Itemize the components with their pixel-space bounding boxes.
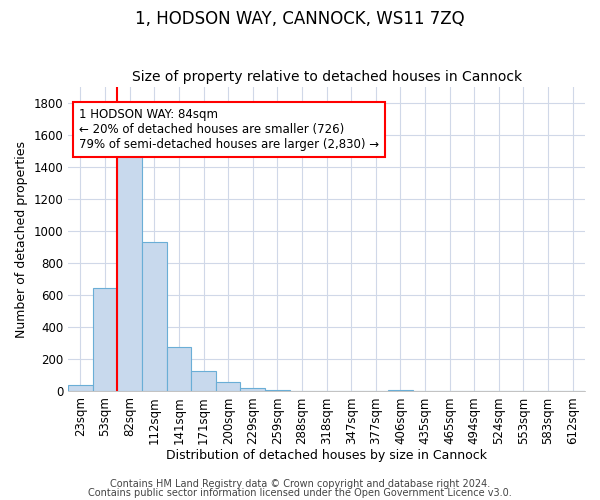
Bar [93,288,118,392]
Bar [191,372,216,392]
Bar [118,156,142,392]
Text: 1 HODSON WAY: 84sqm
← 20% of detached houses are smaller (726)
79% of semi-detac: 1 HODSON WAY: 84sqm ← 20% of detached ho… [79,108,379,152]
Text: Contains HM Land Registry data © Crown copyright and database right 2024.: Contains HM Land Registry data © Crown c… [110,479,490,489]
Y-axis label: Number of detached properties: Number of detached properties [15,141,28,338]
Text: Contains public sector information licensed under the Open Government Licence v3: Contains public sector information licen… [88,488,512,498]
Bar [265,390,290,392]
Bar [167,346,191,392]
Bar [388,390,413,392]
X-axis label: Distribution of detached houses by size in Cannock: Distribution of detached houses by size … [166,450,487,462]
Bar [241,388,265,392]
Text: 1, HODSON WAY, CANNOCK, WS11 7ZQ: 1, HODSON WAY, CANNOCK, WS11 7ZQ [135,10,465,28]
Bar [68,386,93,392]
Bar [216,382,241,392]
Bar [142,242,167,392]
Title: Size of property relative to detached houses in Cannock: Size of property relative to detached ho… [131,70,521,85]
